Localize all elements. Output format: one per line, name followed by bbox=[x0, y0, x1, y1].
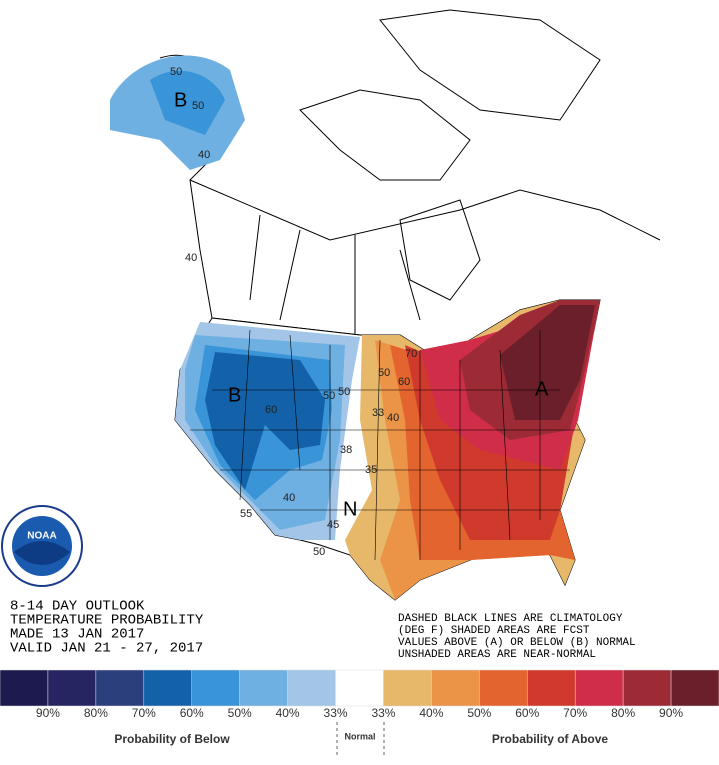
legend-swatch bbox=[574, 669, 624, 707]
legend-label: 70% bbox=[563, 706, 587, 720]
contour-label: 50 bbox=[378, 367, 390, 379]
legend-label: 80% bbox=[611, 706, 635, 720]
above-90 bbox=[500, 305, 595, 420]
legend-swatch bbox=[0, 669, 49, 707]
contour-label: 50 bbox=[192, 100, 204, 112]
contour-label: 60 bbox=[398, 376, 410, 388]
contour-label: 50 bbox=[170, 66, 182, 78]
contour-label: 40 bbox=[387, 412, 399, 424]
legend-normal-title: Normal bbox=[344, 731, 375, 741]
state-lines bbox=[190, 329, 580, 561]
notes: DASHED BLACK LINES ARE CLIMATOLOGY (DEG … bbox=[398, 613, 636, 661]
contour-label: 50 bbox=[313, 546, 325, 558]
legend-label: 50% bbox=[228, 706, 252, 720]
contour-label: 55 bbox=[240, 508, 252, 520]
legend-above-title: Probability of Above bbox=[492, 732, 609, 746]
contour-label: 38 bbox=[340, 444, 352, 456]
outlook-line: 8-14 DAY OUTLOOK bbox=[10, 599, 145, 615]
contour-label: 50 bbox=[338, 386, 350, 398]
normal-letter: N bbox=[343, 498, 357, 520]
legend-label: 33% bbox=[324, 706, 348, 720]
legend-swatch bbox=[239, 669, 288, 707]
note-line: (DEG F) SHADED AREAS ARE FCST bbox=[398, 625, 590, 637]
below-letter: B bbox=[228, 384, 241, 406]
legend-swatch bbox=[335, 669, 384, 707]
note-line: DASHED BLACK LINES ARE CLIMATOLOGY bbox=[398, 613, 623, 625]
legend-label: 80% bbox=[84, 706, 108, 720]
above-letter: A bbox=[535, 378, 549, 400]
legend-label: 90% bbox=[659, 706, 683, 720]
legend-label: 60% bbox=[180, 706, 204, 720]
legend-below-title: Probability of Below bbox=[114, 732, 230, 746]
outlook-line: TEMPERATURE PROBABILITY bbox=[10, 613, 204, 629]
contour-label: 33 bbox=[372, 407, 384, 419]
alaska-below-core bbox=[150, 70, 225, 135]
outlook-line: MADE 13 JAN 2017 bbox=[10, 627, 144, 643]
noaa-logo: NOAA bbox=[1, 505, 83, 587]
legend: 90% 80% 70% 60% 50% 40% 33% 33% 40% 50% 60% 70% 80% 9… bbox=[0, 669, 719, 720]
legend-swatch bbox=[47, 669, 97, 707]
note-line: UNSHADED AREAS ARE NEAR-NORMAL bbox=[398, 649, 596, 661]
legend-label: 40% bbox=[419, 706, 443, 720]
legend-swatch bbox=[95, 669, 145, 707]
contour-label: 40 bbox=[198, 149, 210, 161]
note-line: VALUES ABOVE (A) OR BELOW (B) NORMAL bbox=[398, 637, 636, 649]
legend-label: 90% bbox=[36, 706, 60, 720]
legend-label: 33% bbox=[371, 706, 395, 720]
contour-label: 60 bbox=[265, 404, 277, 416]
contour-label: 35 bbox=[365, 464, 377, 476]
legend-swatch bbox=[670, 669, 719, 707]
logo-text: NOAA bbox=[27, 531, 56, 542]
legend-swatch bbox=[527, 669, 576, 707]
contour-label: 50 bbox=[323, 390, 335, 402]
legend-swatch bbox=[383, 669, 432, 707]
legend-swatch bbox=[622, 669, 672, 707]
legend-swatch bbox=[191, 669, 240, 707]
outlook-info: 8-14 DAY OUTLOOK TEMPERATURE PROBABILITY… bbox=[10, 599, 204, 657]
legend-label: 60% bbox=[515, 706, 539, 720]
outlook-line: VALID JAN 21 - 27, 2017 bbox=[10, 641, 203, 657]
legend-swatch bbox=[287, 669, 336, 707]
contour-label: 70 bbox=[405, 348, 417, 360]
below-60 bbox=[205, 352, 325, 490]
legend-swatch bbox=[143, 669, 192, 707]
contour-label: 40 bbox=[283, 492, 295, 504]
contour-label: 45 bbox=[327, 519, 339, 531]
legend-label: 70% bbox=[132, 706, 156, 720]
legend-swatch bbox=[431, 669, 480, 707]
legend-label: 50% bbox=[467, 706, 491, 720]
legend-label: 40% bbox=[276, 706, 300, 720]
below-letter: B bbox=[174, 89, 187, 111]
legend-swatch bbox=[479, 669, 528, 707]
contour-label: 40 bbox=[185, 252, 197, 264]
